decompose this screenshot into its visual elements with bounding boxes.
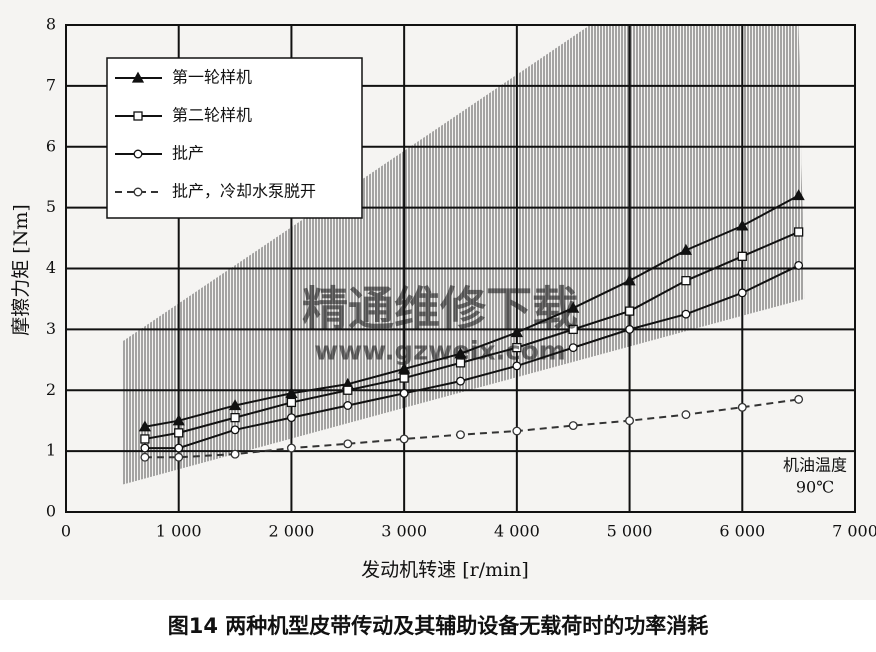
x-axis-label: 发动机转速 [r/min] <box>361 559 529 581</box>
marker <box>343 401 353 410</box>
marker <box>681 276 691 286</box>
marker <box>737 251 747 261</box>
marker <box>174 452 184 462</box>
y-tick-label: 7 <box>46 75 56 94</box>
marker <box>399 388 409 398</box>
marker <box>398 362 411 374</box>
marker <box>230 449 240 459</box>
marker <box>399 373 409 383</box>
plot: 0 1 2 3 4 5 6 7 8 0 1 000 2 000 3 000 4 000 5 000 6 000… <box>46 15 876 541</box>
legend-label: 批产，冷却水泵脱开 <box>172 182 316 201</box>
marker <box>399 434 409 444</box>
marker <box>133 149 143 159</box>
y-tick-label: 3 <box>46 319 56 338</box>
marker <box>679 243 693 255</box>
marker <box>230 412 240 423</box>
x-tick-label: 5 000 <box>607 522 653 541</box>
marker <box>230 425 240 435</box>
marker <box>736 219 749 231</box>
legend-label: 批产 <box>172 144 204 163</box>
marker <box>286 397 297 408</box>
legend-label: 第二轮样机 <box>172 106 252 125</box>
y-axis-label: 摩擦力矩 [Nm] <box>10 204 32 336</box>
x-tick-label: 0 <box>61 522 71 541</box>
marker <box>794 261 804 270</box>
x-tick-label: 6 000 <box>719 522 765 541</box>
x-tick-label: 2 000 <box>269 522 315 541</box>
marker <box>624 306 635 316</box>
marker <box>456 376 465 386</box>
y-tick-label: 8 <box>46 15 56 34</box>
marker <box>140 443 150 453</box>
watermark: www.gzweix.com <box>314 337 566 367</box>
y-tick-label: 4 <box>46 258 56 277</box>
marker <box>512 426 522 436</box>
marker <box>625 416 635 426</box>
marker <box>737 288 747 298</box>
plot-frame <box>65 24 856 513</box>
marker <box>174 428 184 438</box>
annotation: 机油温度 <box>783 456 847 475</box>
marker <box>285 386 298 398</box>
legend-box <box>106 57 363 219</box>
x-tick-label: 3 000 <box>381 522 427 541</box>
marker <box>512 361 522 371</box>
marker <box>454 347 467 359</box>
marker <box>510 326 523 338</box>
marker <box>455 358 466 368</box>
marker <box>133 111 143 121</box>
marker <box>286 443 296 453</box>
marker <box>131 71 145 83</box>
marker <box>681 309 691 319</box>
shaded-region <box>122 25 805 485</box>
x-tick-label: 1 000 <box>156 522 202 541</box>
annotation: 90℃ <box>796 478 834 497</box>
legend-label: 第一轮样机 <box>172 68 252 87</box>
caption: 图14 两种机型皮带传动及其辅助设备无载荷时的功率消耗 <box>168 614 709 638</box>
marker <box>567 301 580 313</box>
marker <box>174 443 184 453</box>
marker <box>228 399 242 411</box>
marker <box>568 421 578 431</box>
watermark: 精通维修下载 <box>302 282 578 336</box>
marker <box>343 439 353 449</box>
marker <box>681 410 691 420</box>
marker <box>140 434 150 444</box>
y-tick-label: 0 <box>46 502 56 521</box>
marker <box>737 402 747 412</box>
marker <box>793 227 804 237</box>
marker <box>133 187 143 197</box>
y-tick-label: 5 <box>46 197 56 216</box>
x-tick-label: 4 000 <box>494 522 540 541</box>
marker <box>568 343 578 353</box>
marker <box>792 189 805 201</box>
marker <box>794 394 804 404</box>
y-tick-label: 2 <box>46 380 56 399</box>
marker <box>138 420 152 432</box>
marker <box>623 274 636 286</box>
marker <box>140 452 150 462</box>
y-tick-label: 1 <box>46 441 56 460</box>
marker <box>625 324 635 334</box>
marker <box>172 414 185 426</box>
x-tick-label: 7 000 <box>832 522 876 541</box>
marker <box>286 413 296 423</box>
y-tick-label: 6 <box>46 136 56 155</box>
marker <box>456 430 465 440</box>
marker <box>512 342 522 353</box>
marker <box>343 385 353 395</box>
marker <box>568 324 578 335</box>
